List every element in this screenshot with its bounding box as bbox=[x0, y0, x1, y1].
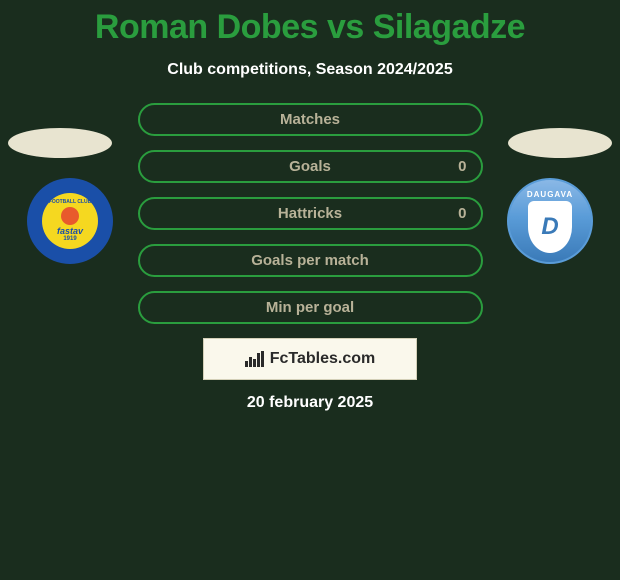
stat-pill: Min per goal bbox=[138, 291, 483, 324]
date-label: 20 february 2025 bbox=[0, 394, 620, 412]
stat-label: Goals bbox=[289, 158, 331, 175]
stat-row-mpg: Min per goal bbox=[0, 291, 620, 324]
comparison-title: Roman Dobes vs Silagadze bbox=[0, 0, 620, 47]
stat-row-matches: Matches bbox=[0, 103, 620, 136]
stats-container: Matches Goals 0 Hattricks 0 Goals per ma… bbox=[0, 103, 620, 324]
stat-value-right: 0 bbox=[458, 158, 466, 175]
stat-label: Goals per match bbox=[251, 252, 369, 269]
stat-pill: Hattricks 0 bbox=[138, 197, 483, 230]
bar-chart-icon bbox=[245, 351, 264, 367]
attribution-label: FcTables.com bbox=[270, 350, 376, 368]
stat-label: Min per goal bbox=[266, 299, 354, 316]
stat-label: Matches bbox=[280, 111, 340, 128]
stat-label: Hattricks bbox=[278, 205, 342, 222]
stat-row-gpm: Goals per match bbox=[0, 244, 620, 277]
stat-row-goals: Goals 0 bbox=[0, 150, 620, 183]
stat-pill: Goals per match bbox=[138, 244, 483, 277]
stat-pill: Matches bbox=[138, 103, 483, 136]
stat-row-hattricks: Hattricks 0 bbox=[0, 197, 620, 230]
attribution-badge[interactable]: FcTables.com bbox=[203, 338, 417, 380]
comparison-subtitle: Club competitions, Season 2024/2025 bbox=[0, 61, 620, 79]
stat-value-right: 0 bbox=[458, 205, 466, 222]
stat-pill: Goals 0 bbox=[138, 150, 483, 183]
